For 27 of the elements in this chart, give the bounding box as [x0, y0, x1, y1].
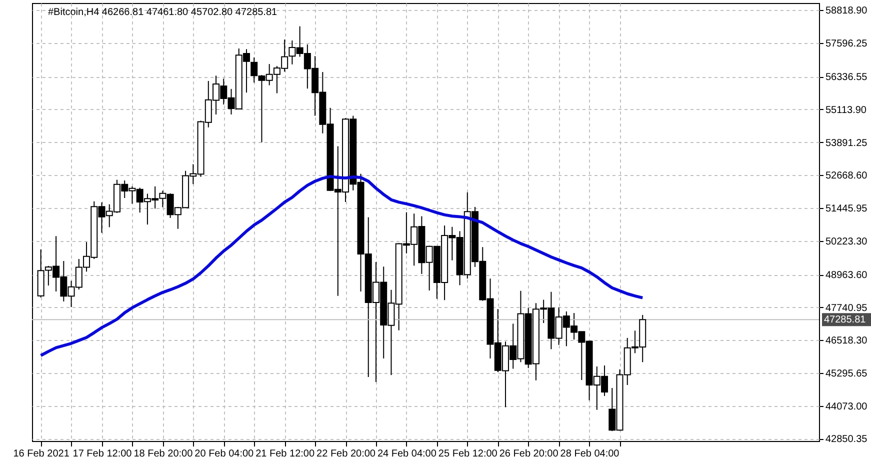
ref-line-label: 47285.81 — [824, 314, 866, 326]
x-tick-label: 20 Feb 04:00 — [194, 448, 254, 460]
y-tick-label: 52668.60 — [826, 170, 868, 182]
line-series — [39, 174, 644, 357]
y-tick-label: 46518.30 — [826, 336, 868, 347]
chart-title: #Bitcoin,H4 46266.81 47461.80 45702.80 47285.81 — [48, 7, 278, 18]
y-tick-label: 48963.60 — [826, 270, 868, 282]
y-tick-label: 58818.90 — [826, 6, 868, 17]
y-tick-label: 44073.00 — [826, 401, 868, 412]
y-tick-label: 42850.35 — [826, 434, 868, 446]
x-tick-label: 26 Feb 20:00 — [499, 448, 559, 460]
y-tick-label: 53891.25 — [826, 138, 868, 149]
y-tick-label: 45295.65 — [826, 368, 868, 380]
y-tick-label: 47740.95 — [826, 302, 868, 314]
x-tick-label: 16 Feb 2021 — [13, 448, 70, 460]
x-tick-label: 17 Feb 12:00 — [72, 448, 132, 460]
x-tick-label: 28 Feb 04:00 — [560, 448, 620, 460]
y-tick-label: 50223.30 — [826, 236, 868, 248]
x-tick-label: 25 Feb 12:00 — [438, 448, 498, 460]
x-tick-label: 18 Feb 20:00 — [134, 448, 194, 460]
y-tick-label: 56336.55 — [826, 72, 868, 84]
y-tick-label: 55113.90 — [826, 104, 867, 116]
y-tick-label: 57596.25 — [826, 38, 868, 50]
y-tick-label: 51445.95 — [826, 203, 868, 214]
x-tick-label: 22 Feb 20:00 — [316, 448, 376, 460]
x-tick-label: 21 Feb 12:00 — [256, 448, 315, 460]
x-tick-label: 24 Feb 04:00 — [377, 448, 437, 460]
